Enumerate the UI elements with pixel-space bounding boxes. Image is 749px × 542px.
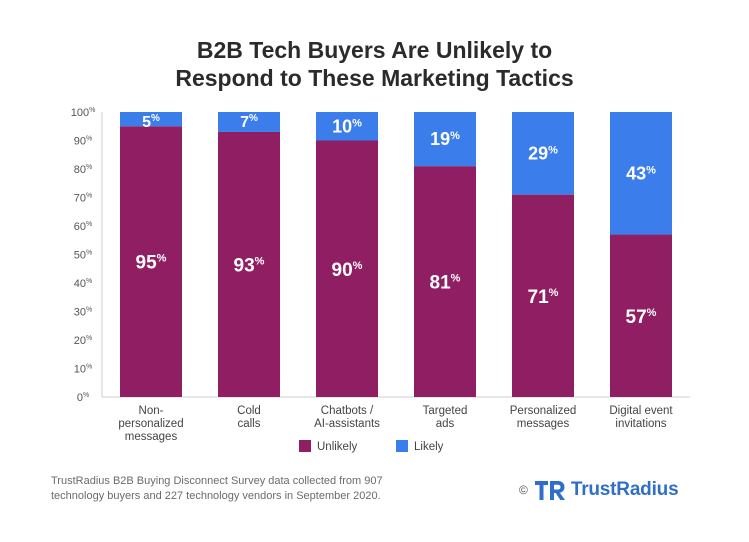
data-label-likely: 10%: [332, 116, 362, 136]
legend-label: Likely: [414, 441, 444, 453]
brand-lockup: © TrustRadius: [519, 478, 679, 502]
x-category-label: messages: [125, 431, 178, 443]
x-category-label: Personalized: [510, 405, 576, 417]
y-tick-label: 20%: [74, 335, 92, 347]
x-category-label: Chatbots /: [321, 405, 374, 417]
x-category-label: Non-: [139, 405, 164, 417]
brand-name: TrustRadius: [570, 479, 679, 500]
bar-unlikely: [218, 131, 280, 397]
stacked-bar-chart: 0% 10% 20% 30% 40% 50% 60% 70% 80% 90% 100% 95% 5% No…: [71, 107, 690, 453]
source-note: TrustRadius B2B Buying Disconnect Survey…: [51, 474, 451, 504]
data-label-unlikely: 93%: [234, 255, 265, 276]
bar-unlikely: [610, 234, 672, 397]
bar-unlikely: [120, 126, 182, 397]
data-label-unlikely: 71%: [528, 287, 559, 308]
bar-likely: [218, 112, 280, 132]
bar-likely: [610, 112, 672, 235]
x-category-label: personalized: [118, 418, 183, 430]
x-category-label: messages: [517, 418, 570, 430]
y-tick-label: 40%: [74, 278, 92, 290]
bar-unlikely: [316, 140, 378, 397]
y-tick-label: 70%: [74, 193, 92, 205]
data-label-likely: 29%: [528, 143, 558, 163]
chart-title-line-2: Respond to These Marketing Tactics: [175, 65, 574, 91]
x-category-label: Digital event: [609, 405, 673, 417]
bar-likely: [316, 112, 378, 141]
data-label-likely: 7%: [240, 113, 258, 131]
source-note-line-1: TrustRadius B2B Buying Disconnect Survey…: [51, 475, 383, 487]
x-category-label: AI-assistants: [314, 418, 380, 430]
x-category-label: Cold: [237, 405, 261, 417]
y-tick-label: 30%: [74, 307, 92, 319]
x-category-label: Targeted: [423, 405, 468, 417]
trustradius-tr-logo-icon: [534, 481, 565, 500]
y-tick-label: 60%: [74, 221, 92, 233]
data-label-likely: 5%: [142, 113, 160, 131]
data-label-unlikely: 57%: [626, 307, 657, 328]
bar-unlikely: [512, 194, 574, 397]
y-tick-label: 80%: [74, 164, 92, 176]
source-note-line-2: technology buyers and 227 technology ven…: [51, 490, 381, 502]
data-label-unlikely: 90%: [332, 260, 363, 281]
bar-likely: [120, 112, 182, 127]
bar-unlikely: [414, 166, 476, 397]
y-tick-label: 10%: [74, 364, 92, 376]
x-category-label: calls: [237, 418, 260, 430]
legend-label: Unlikely: [317, 441, 358, 453]
x-category-label: invitations: [615, 418, 666, 430]
chart-title-line-1: B2B Tech Buyers Are Unlikely to: [196, 37, 553, 63]
x-category-label: ads: [436, 418, 455, 430]
data-label-likely: 19%: [430, 129, 460, 149]
copyright-symbol: ©: [519, 483, 528, 497]
legend-swatch: [299, 440, 311, 452]
legend-swatch: [396, 440, 408, 452]
y-tick-label: 90%: [74, 136, 92, 148]
bar-likely: [414, 112, 476, 167]
data-label-unlikely: 95%: [136, 253, 167, 274]
y-tick-label: 50%: [74, 250, 92, 262]
bar-likely: [512, 112, 574, 195]
y-tick-label: 0%: [77, 392, 89, 404]
y-tick-label: 100%: [71, 107, 96, 119]
data-label-unlikely: 81%: [430, 273, 461, 294]
data-label-likely: 43%: [626, 163, 656, 183]
